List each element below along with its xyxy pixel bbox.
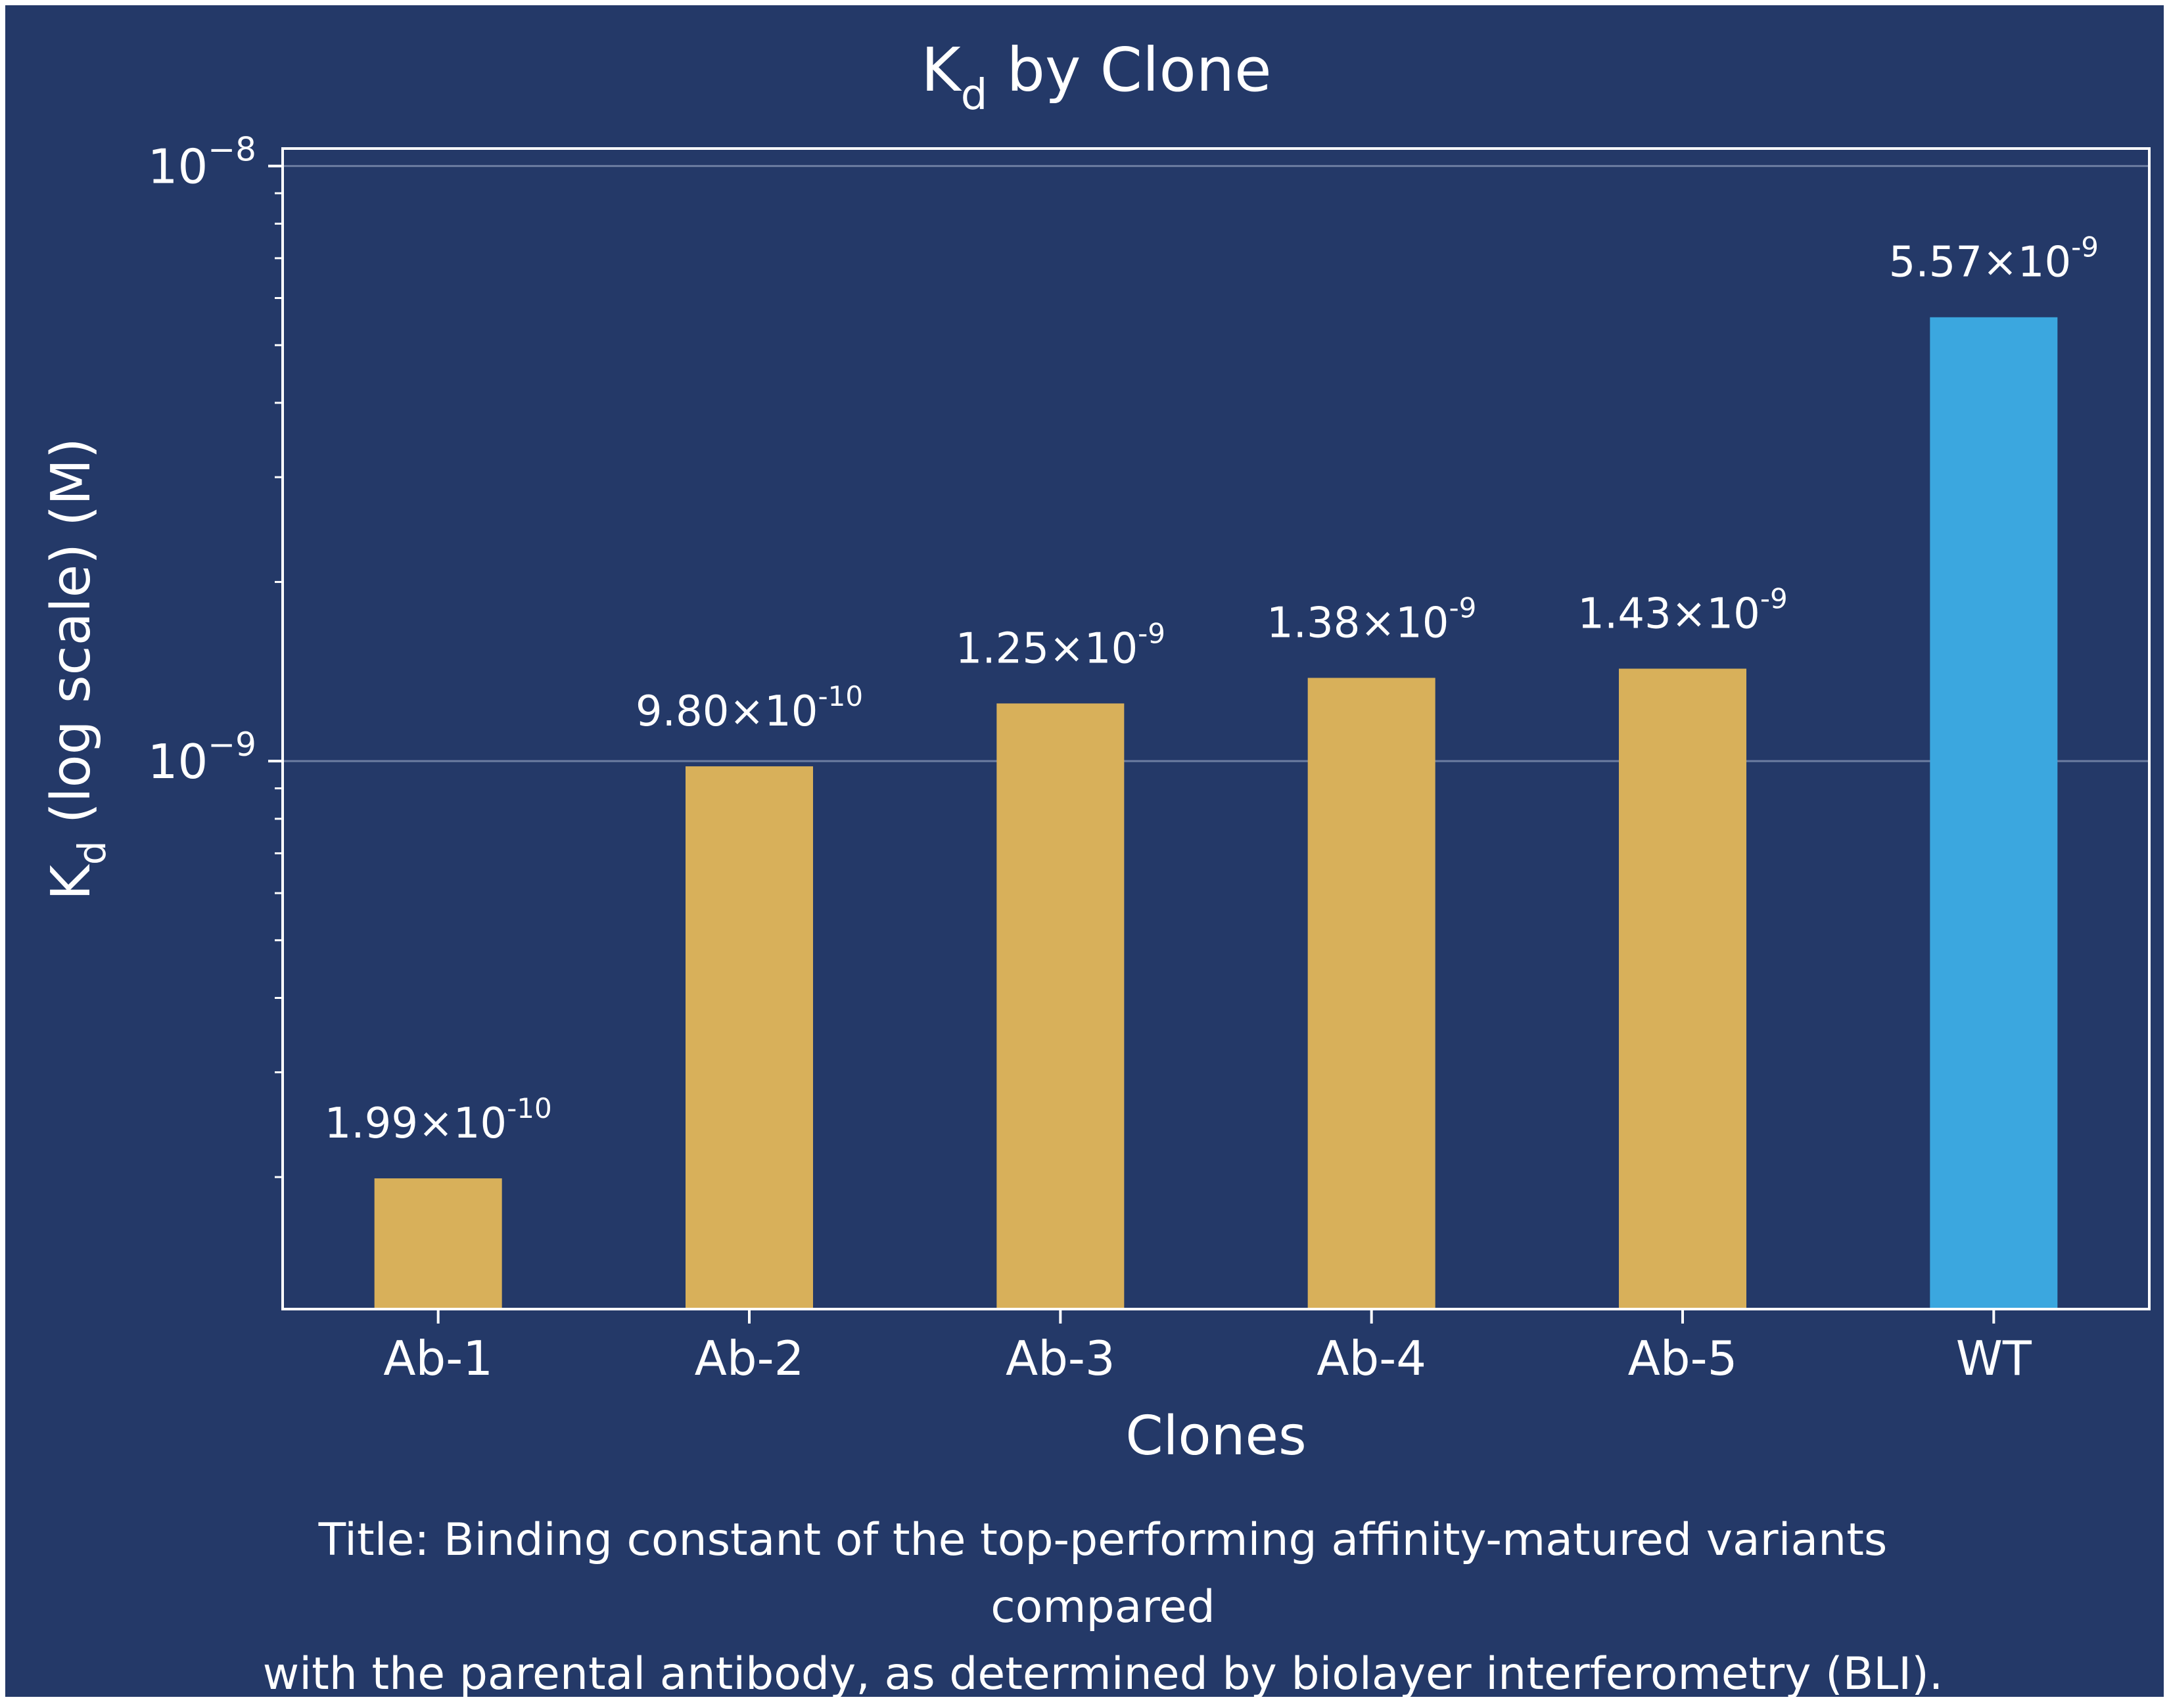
bar-label-exponent: -9 (2071, 231, 2099, 264)
bar-ab-1 (374, 1178, 502, 1309)
figure-caption: Title: Binding constant of the top-perfo… (235, 1507, 1971, 1708)
y-axis-label: Kd (log scale) (M) (40, 438, 114, 900)
y-tick-label-exponent: −9 (208, 726, 256, 764)
plot-area-frame (281, 147, 2151, 1310)
bar-label-mantissa: 1.99×10 (325, 1099, 507, 1148)
bar-ab-2 (686, 766, 813, 1309)
x-tick-label-ab-2: Ab-2 (695, 1331, 805, 1386)
bar-value-labels: 1.99×10-109.80×10-101.25×10-9 1.38×10-9 1.… (325, 231, 2099, 1148)
y-tick-label-base: 10 (148, 139, 208, 195)
bar-label-ab-2: 9.80×10-10 (636, 680, 863, 736)
bar-label-mantissa: 1.38×10 (1267, 599, 1449, 647)
bar-label-exponent: -9 (1138, 617, 1165, 649)
bar-label-exponent: -9 (1760, 582, 1788, 614)
chart-title-rest: by Clone (987, 35, 1271, 105)
bar-label-exponent: -10 (507, 1092, 552, 1124)
x-axis-label: Clones (1125, 1405, 1306, 1467)
bar-label-ab-3: 1.25×10-9 (956, 617, 1165, 673)
bar-label-exponent: -9 (1449, 591, 1477, 624)
bar-label-ab-5: 1.43×10-9 (1577, 582, 1787, 638)
bar-label-mantissa: 1.25×10 (956, 624, 1138, 673)
x-tick-label-ab-5: Ab-5 (1628, 1331, 1738, 1386)
bar-label-mantissa: 5.57×10 (1889, 239, 2072, 287)
chart-title: Kd by Clone (921, 35, 1271, 120)
caption-line-1: Title: Binding constant of the top-perfo… (318, 1514, 1888, 1633)
chart-title-sub: d (961, 71, 988, 120)
bars-group (374, 317, 2058, 1310)
caption-line-2: with the parental antibody, as determine… (262, 1648, 1944, 1700)
x-tick-label-ab-1: Ab-1 (383, 1331, 493, 1386)
x-tick-label-ab-4: Ab-4 (1317, 1331, 1426, 1386)
x-tick-label-wt: WT (1956, 1331, 2032, 1386)
bar-label-exponent: -10 (818, 680, 863, 712)
y-axis-ticks: 10−910−8 (148, 131, 283, 1178)
bar-ab-4 (1307, 678, 1435, 1309)
y-tick-label: 10−8 (148, 131, 256, 195)
bar-ab-5 (1619, 668, 1746, 1309)
y-tick-label: 10−9 (148, 726, 256, 789)
bar-label-wt: 5.57×10-9 (1889, 231, 2099, 287)
bar-ab-3 (996, 703, 1125, 1309)
y-tick-label-exponent: −8 (208, 131, 256, 169)
chart-title-main: K (921, 35, 962, 105)
bar-label-ab-1: 1.99×10-10 (325, 1092, 552, 1148)
x-axis-ticks: Ab-1 Ab-2 Ab-3 Ab-4 Ab-5 WT (383, 1309, 2032, 1386)
bar-wt (1930, 317, 2058, 1310)
y-axis-label-rest: (log scale) (M) (40, 438, 103, 841)
y-axis-label-sub: d (70, 841, 114, 865)
kd-bar-chart: Kd by Clone 1.99×10-109.80×10-101.25×10-… (40, 35, 2151, 1467)
bar-label-ab-4: 1.38×10-9 (1267, 591, 1476, 647)
y-axis-label-main: K (40, 864, 103, 900)
bar-label-mantissa: 9.80×10 (636, 687, 818, 736)
y-gridlines (283, 165, 2149, 762)
bar-label-mantissa: 1.43×10 (1577, 589, 1760, 638)
x-tick-label-ab-3: Ab-3 (1006, 1331, 1115, 1386)
y-tick-label-base: 10 (148, 734, 208, 789)
